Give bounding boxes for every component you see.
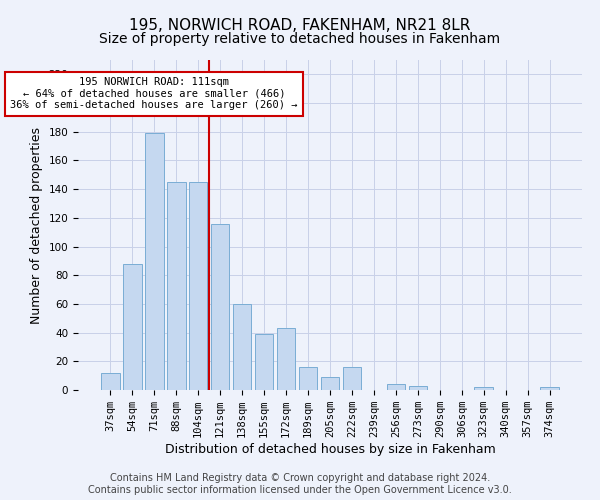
Bar <box>211 224 229 390</box>
Text: 195, NORWICH ROAD, FAKENHAM, NR21 8LR: 195, NORWICH ROAD, FAKENHAM, NR21 8LR <box>130 18 470 32</box>
Bar <box>386 384 405 390</box>
Bar <box>255 334 274 390</box>
Bar <box>189 182 208 390</box>
Bar <box>123 264 142 390</box>
Bar <box>167 182 185 390</box>
Bar <box>145 133 164 390</box>
Bar <box>320 377 340 390</box>
Bar <box>475 387 493 390</box>
Text: 195 NORWICH ROAD: 111sqm
← 64% of detached houses are smaller (466)
36% of semi-: 195 NORWICH ROAD: 111sqm ← 64% of detach… <box>10 77 298 110</box>
Y-axis label: Number of detached properties: Number of detached properties <box>30 126 43 324</box>
Bar <box>409 386 427 390</box>
Bar <box>277 328 295 390</box>
Bar <box>101 373 119 390</box>
X-axis label: Distribution of detached houses by size in Fakenham: Distribution of detached houses by size … <box>164 443 496 456</box>
Text: Contains HM Land Registry data © Crown copyright and database right 2024.
Contai: Contains HM Land Registry data © Crown c… <box>88 474 512 495</box>
Bar <box>343 367 361 390</box>
Text: Size of property relative to detached houses in Fakenham: Size of property relative to detached ho… <box>100 32 500 46</box>
Bar <box>541 387 559 390</box>
Bar <box>233 304 251 390</box>
Bar <box>299 367 317 390</box>
